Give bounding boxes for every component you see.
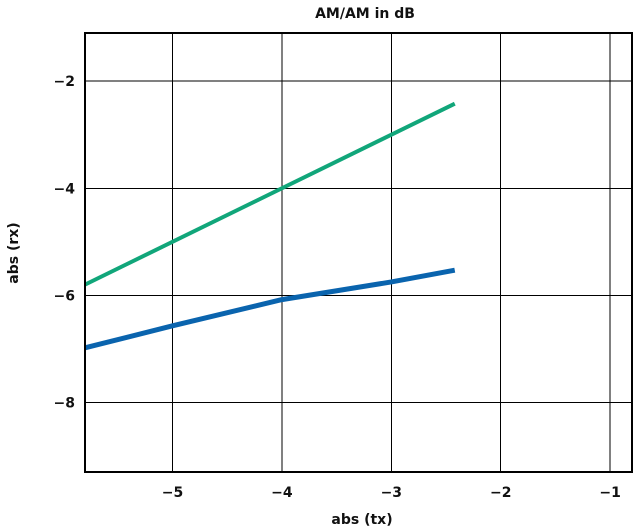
x-tick-label: −4	[271, 485, 293, 501]
x-axis-label: abs (tx)	[331, 512, 392, 528]
x-tick-label: −2	[490, 485, 511, 501]
x-tick-label: −3	[381, 485, 402, 501]
y-tick-label: −6	[54, 288, 75, 304]
plot-frame	[84, 32, 633, 473]
y-axis-label: abs (rx)	[6, 222, 22, 283]
blue-series-line	[84, 267, 456, 351]
series-layer	[84, 101, 456, 351]
grid-layer	[85, 33, 632, 472]
x-tick-label: −5	[162, 485, 183, 501]
y-tick-label: −8	[54, 395, 75, 411]
green-series-line	[84, 101, 456, 287]
y-tick-label: −2	[54, 74, 75, 90]
tick-layer: −5 −4 −3 −2 −1 −2 −4 −6 −8	[54, 74, 621, 501]
x-tick-label: −1	[599, 485, 620, 501]
chart-title: AM/AM in dB	[315, 6, 415, 22]
y-tick-label: −4	[54, 181, 76, 197]
